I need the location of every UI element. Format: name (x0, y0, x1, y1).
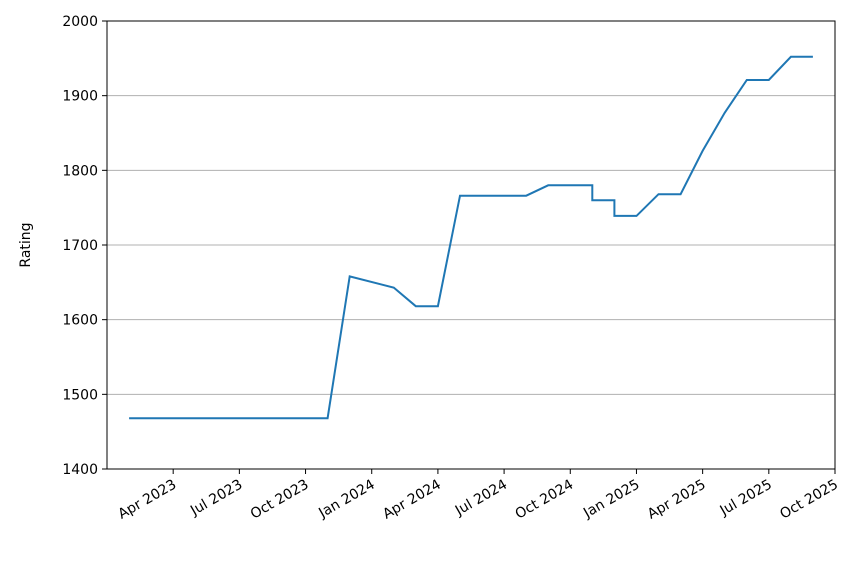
x-tick-label: Apr 2025 (645, 477, 709, 523)
y-tick-label: 1900 (62, 89, 98, 105)
x-tick-label: Apr 2024 (380, 477, 444, 523)
x-tick-label: Oct 2023 (248, 477, 312, 523)
y-axis-label: Rating (18, 222, 34, 267)
y-tick-label: 2000 (62, 14, 98, 30)
x-tick-label: Apr 2023 (115, 477, 179, 523)
x-tick-label: Jan 2024 (315, 477, 377, 522)
x-tick-label: Oct 2025 (777, 477, 841, 523)
x-tick-label: Jul 2024 (452, 477, 510, 520)
y-tick-label: 1500 (62, 387, 98, 403)
y-tick-label: 1600 (62, 313, 98, 329)
data-line (129, 55, 813, 420)
x-tick-label: Oct 2024 (513, 477, 577, 523)
x-tick-label: Jan 2025 (580, 477, 642, 522)
x-tick-label: Jul 2023 (187, 477, 245, 520)
y-tick-label: 1800 (62, 163, 98, 179)
y-tick-label: 1400 (62, 462, 98, 478)
y-tick-label: 1700 (62, 238, 98, 254)
x-tick-label: Jul 2025 (717, 477, 775, 520)
plot-frame (106, 20, 836, 470)
